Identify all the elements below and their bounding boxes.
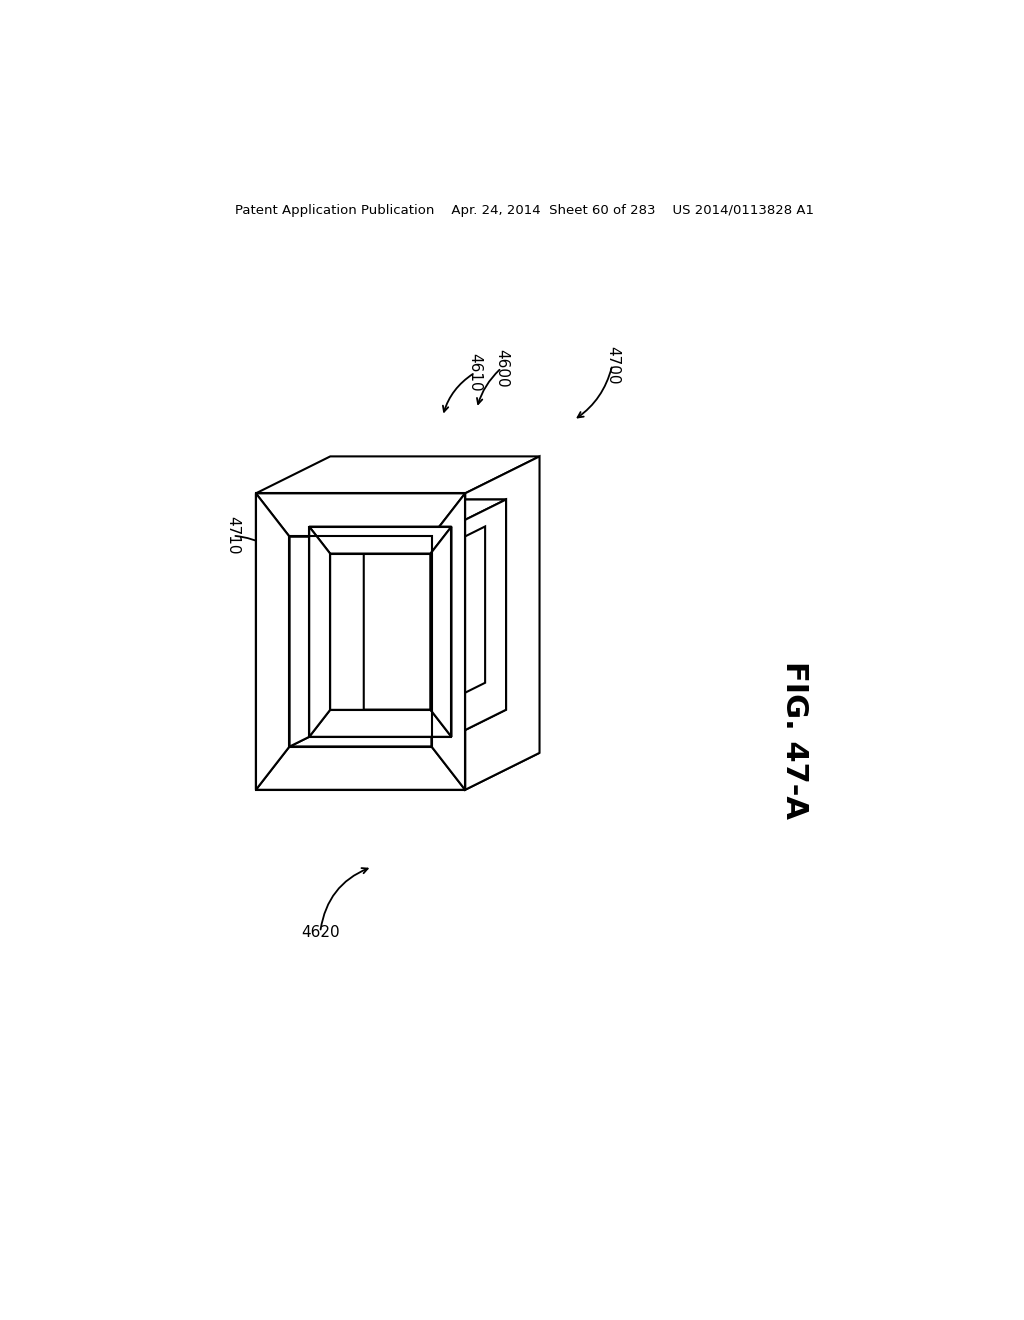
Text: 4600: 4600	[494, 348, 509, 387]
Text: 4710: 4710	[225, 516, 240, 554]
Polygon shape	[430, 527, 485, 710]
Polygon shape	[452, 499, 506, 737]
Polygon shape	[256, 747, 465, 789]
Polygon shape	[256, 494, 465, 536]
Polygon shape	[290, 499, 364, 747]
Text: 4700: 4700	[605, 346, 620, 384]
Polygon shape	[256, 752, 540, 789]
Polygon shape	[432, 494, 465, 789]
Polygon shape	[430, 527, 452, 737]
Text: Patent Application Publication    Apr. 24, 2014  Sheet 60 of 283    US 2014/0113: Patent Application Publication Apr. 24, …	[236, 205, 814, 218]
Polygon shape	[290, 499, 506, 536]
Polygon shape	[309, 499, 506, 527]
Text: FIG. 47-A: FIG. 47-A	[780, 661, 809, 818]
Polygon shape	[432, 499, 506, 747]
Polygon shape	[309, 527, 452, 553]
Text: 4610: 4610	[468, 354, 482, 392]
Text: 4620: 4620	[301, 925, 340, 940]
Polygon shape	[256, 494, 290, 789]
Polygon shape	[465, 457, 540, 789]
Polygon shape	[330, 527, 485, 553]
Polygon shape	[290, 710, 506, 747]
Polygon shape	[256, 457, 540, 494]
Polygon shape	[309, 527, 330, 737]
Polygon shape	[309, 710, 452, 737]
